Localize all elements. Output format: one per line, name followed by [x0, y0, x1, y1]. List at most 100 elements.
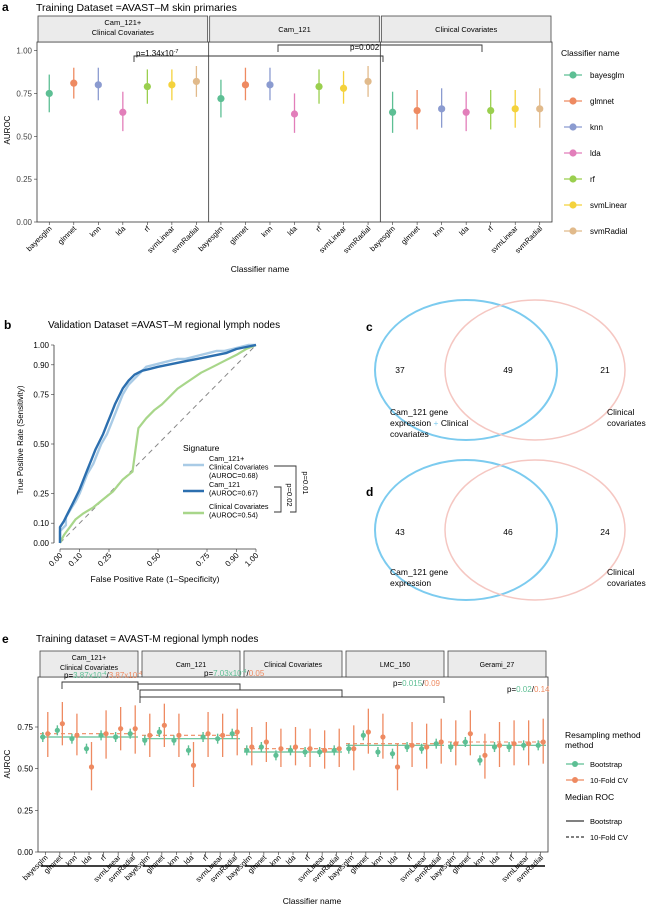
panel-a-legend-item: bayesglm — [590, 71, 625, 80]
panel-a-point — [315, 82, 323, 91]
panel-b-bracket-1 — [274, 486, 282, 513]
venn-c-overlap-count: 49 — [503, 365, 513, 375]
panel-e-pvalue-cv: 0.05 — [249, 669, 265, 678]
panel-e-cv-point — [467, 731, 473, 737]
panel-a-xtick-label: glmnet — [228, 223, 251, 246]
panel-a-xtick-label: bayesglm — [25, 224, 54, 253]
panel-e-bootstrap-point — [127, 731, 133, 737]
panel-a-legend-key-point — [569, 201, 577, 209]
panel-a-point — [168, 81, 176, 89]
panel-e-facet-label: Cam_121 — [176, 662, 206, 669]
panel-e-cv-point — [438, 739, 444, 745]
panel-e-facet-strip — [39, 650, 139, 678]
panel-e-facet-strip — [141, 650, 241, 678]
panel-e-bootstrap-point — [98, 732, 104, 738]
panel-a-legend: Classifier name bayesglm glmnet knn lda rf sv… — [561, 48, 628, 236]
panel-a-xtick-label: bayesglm — [368, 224, 397, 253]
panel-e-facet-label: Clinical Covariates — [60, 665, 118, 672]
panel-a-legend-item: rf — [590, 175, 596, 184]
panel-b-xtick-label: 0.90 — [223, 551, 241, 569]
panel-e-cv-point — [176, 732, 182, 738]
panel-d-label: d — [366, 485, 373, 499]
panel-a-point — [438, 105, 446, 113]
panel-a-point — [217, 94, 225, 103]
venn-c-left-label-1: Cam_121 gene — [390, 407, 448, 417]
panel-e-facet-strip — [345, 650, 445, 678]
panel-e-bootstrap-point — [287, 747, 294, 753]
venn-c-right-label-2: covariates — [607, 418, 646, 428]
venn-c-right-circle — [444, 299, 626, 441]
panel-e-bootstrap-point — [113, 734, 119, 740]
panel-e-cv-point — [249, 744, 255, 750]
panel-e-xtick-label: rf — [200, 852, 210, 862]
panel-b-legend-item: (AUROC=0.68) — [209, 471, 258, 480]
panel-b-pvalue-2: p=0.01 — [301, 471, 310, 494]
panel-e-pvalue-bootstrap: 3.87x10 — [73, 671, 102, 680]
panel-e-cv-point — [190, 762, 197, 768]
venn-c-left-label-3: covariates — [390, 429, 429, 439]
panel-e-ytick-label: 0.75 — [17, 723, 33, 732]
panel-a-xtick-label: knn — [259, 224, 274, 239]
panel-a-legend-item: svmLinear — [590, 201, 627, 210]
panel-a-bracket-2 — [277, 44, 483, 52]
panel-e-bootstrap-point — [375, 749, 381, 755]
panel-e-xtick-label: lda — [80, 852, 94, 866]
venn-d-left-count: 43 — [395, 527, 405, 537]
panel-e-xtick-label: lda — [386, 852, 400, 866]
panel-e-pvalue-bootstrap: 0.015 — [402, 679, 423, 688]
panel-b-xtick-label: 1.00 — [243, 551, 261, 569]
panel-e-pvalue-bootstrap-exp: -4 — [242, 669, 247, 675]
panel-e-legend-key-point — [572, 777, 578, 783]
panel-e-cv-point — [278, 746, 284, 752]
panel-b-xtick-label: 0.10 — [67, 551, 85, 569]
panel-a-legend-key-point — [569, 175, 577, 183]
panel-b-legend-item: Clinical Covariates — [209, 463, 269, 472]
panel-e-legend-title-2: method — [565, 740, 594, 750]
panel-a-pvalue-2: p=0.002 — [350, 43, 380, 52]
panel-b-roc-curve — [59, 343, 257, 544]
panel-e-xtick-label: rf — [404, 852, 414, 862]
panel-e-bootstrap-point — [404, 744, 410, 750]
venn-d-left-label-1: Cam_121 gene — [390, 567, 448, 577]
panel-b-ytick-label: 0.90 — [33, 361, 49, 370]
panel-e-cv-point — [307, 746, 313, 752]
panel-a-ytick-label: 0.50 — [16, 132, 32, 141]
panel-a-xtick-label: rf — [485, 223, 495, 233]
panel-e-cv-point — [292, 744, 299, 750]
panel-a-point — [462, 108, 470, 116]
panel-e-bootstrap-point — [462, 739, 468, 745]
panel-e-cv-point — [394, 764, 401, 770]
panel-a-legend-item: knn — [590, 123, 603, 132]
panel-e-bracket — [139, 689, 343, 697]
panel-e-bootstrap-point — [477, 757, 483, 763]
panel-e-facet-label: Cam_121+ — [72, 655, 106, 662]
panel-d-venn: d 43 46 24 Cam_121 gene expression Clini… — [366, 459, 646, 601]
venn-c-left-count: 37 — [395, 365, 405, 375]
panel-b-label: b — [4, 318, 11, 332]
panel-b-title: Validation Dataset =AVAST–M regional lym… — [48, 320, 280, 331]
panel-e-cv-point — [453, 741, 459, 747]
panel-e-cv-point — [74, 732, 80, 738]
panel-a-point — [192, 77, 201, 86]
panel-e-legend-title-1: Resampling method — [565, 730, 641, 740]
panel-e-bootstrap-point — [433, 741, 439, 747]
panel-a-ytick-label: 0.00 — [16, 218, 32, 227]
panel-e-pvalue: p=0.015/0.09 — [393, 679, 441, 688]
panel-e-bracket — [137, 683, 241, 690]
panel-a-point — [388, 108, 397, 116]
panel-b-roc-curve — [58, 343, 257, 543]
panel-a-xtick-label: rf — [314, 223, 324, 233]
panel-a-point — [45, 89, 53, 98]
panel-e-pvalue: p=0.02/0.14 — [507, 685, 550, 694]
panel-e-title: Training dataset = AVAST-M regional lymp… — [36, 634, 258, 645]
venn-d-overlap-count: 46 — [503, 527, 513, 537]
panel-e-cv-point — [118, 726, 124, 732]
panel-e-pvalue: p=3.87x10-4/3.87x10-4 — [64, 671, 142, 680]
panel-a-legend-item: svmRadial — [590, 227, 628, 236]
panel-e-cv-point — [482, 752, 488, 758]
panel-a-point — [94, 81, 102, 89]
panel-e-facet-label: LMC_150 — [380, 662, 410, 669]
panel-e-plot: 0.00 0.25 0.50 0.75 Cam_121+ Clinical Covaria… — [17, 650, 550, 884]
panel-a-point — [339, 84, 348, 92]
panel-b-diagonal — [59, 344, 257, 544]
